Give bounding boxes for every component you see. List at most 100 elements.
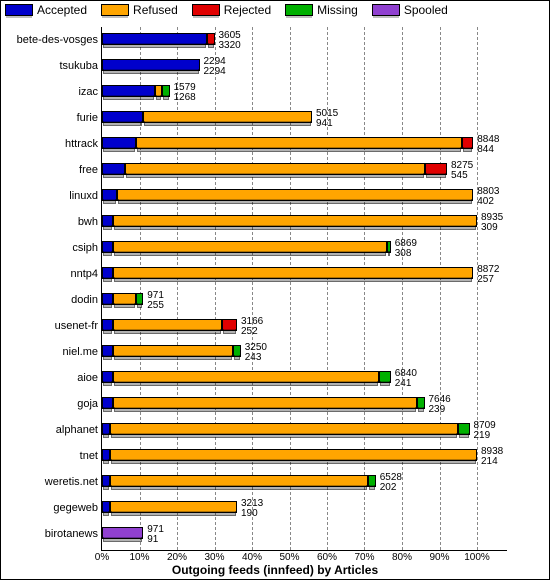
bar-segment [207, 33, 215, 45]
bar-stack [102, 423, 507, 435]
gridline [177, 27, 178, 550]
bar-segment [458, 423, 469, 435]
bar-segment [102, 163, 125, 175]
chart-container: AcceptedRefusedRejectedMissingSpooled 0%… [0, 0, 550, 580]
legend-label: Spooled [404, 3, 448, 17]
row-label: gegeweb [2, 502, 98, 514]
row-label: birotanews [2, 528, 98, 540]
row-label: izac [2, 86, 98, 98]
value-bottom: 239 [429, 405, 451, 415]
legend-swatch [192, 4, 220, 16]
bar-segment [462, 137, 473, 149]
gridline [290, 27, 291, 550]
value-labels: 15791268 [173, 83, 195, 103]
bar-segment [143, 111, 312, 123]
bar-segment [102, 85, 155, 97]
value-bottom: 190 [241, 509, 263, 519]
bar-segment [102, 423, 110, 435]
bar-segment [102, 449, 110, 461]
bar-stack [102, 137, 507, 149]
bar-segment [102, 319, 113, 331]
value-bottom: 545 [451, 171, 473, 181]
legend-item: Refused [101, 3, 178, 17]
bar-segment [102, 189, 117, 201]
x-tick-label: 100% [464, 552, 490, 563]
bar-segment [110, 423, 459, 435]
gridlines [102, 27, 507, 550]
x-tick-label: 40% [242, 552, 262, 563]
plot-area: 0%10%20%30%40%50%60%70%80%90%100% bete-d… [101, 27, 507, 551]
chart-row: gegeweb3213190 [102, 499, 507, 519]
bar-segment [387, 241, 391, 253]
bar-segment [110, 449, 478, 461]
row-label: aioe [2, 372, 98, 384]
gridline [440, 27, 441, 550]
row-label: dodin [2, 294, 98, 306]
bar-stack [102, 449, 507, 461]
x-tick-label: 90% [429, 552, 449, 563]
chart-row: izac15791268 [102, 83, 507, 103]
bar-segment [102, 371, 113, 383]
value-labels: 8872257 [477, 265, 499, 285]
bar-segment [417, 397, 425, 409]
x-tick-label: 0% [95, 552, 109, 563]
chart-row: usenet-fr3166252 [102, 317, 507, 337]
x-axis-ticks: 0%10%20%30%40%50%60%70%80%90%100% [102, 550, 507, 564]
value-labels: 6840241 [395, 369, 417, 389]
value-bottom: 252 [241, 327, 263, 337]
bar-segment [113, 371, 379, 383]
value-bottom: 3320 [219, 41, 241, 51]
legend-item: Rejected [192, 3, 271, 17]
value-labels: 3213190 [241, 499, 263, 519]
gridline [327, 27, 328, 550]
bar-segment [125, 163, 425, 175]
legend-item: Spooled [372, 3, 448, 17]
bar-segment [162, 85, 170, 97]
bar-segment [102, 33, 207, 45]
value-bottom: 91 [147, 535, 164, 545]
bar-segment [102, 215, 113, 227]
legend-swatch [101, 4, 129, 16]
value-bottom: 844 [477, 145, 499, 155]
gridline [477, 27, 478, 550]
chart-row: nntp48872257 [102, 265, 507, 285]
bar-stack [102, 501, 507, 513]
value-bottom: 202 [380, 483, 402, 493]
legend: AcceptedRefusedRejectedMissingSpooled [5, 3, 545, 17]
value-bottom: 255 [147, 301, 164, 311]
chart-row: niel.me3250243 [102, 343, 507, 363]
value-labels: 5015941 [316, 109, 338, 129]
bar-segment [102, 293, 113, 305]
value-bottom: 402 [477, 197, 499, 207]
chart-row: birotanews97191 [102, 525, 507, 545]
chart-row: bete-des-vosges36053320 [102, 31, 507, 51]
legend-swatch [285, 4, 313, 16]
row-label: usenet-fr [2, 320, 98, 332]
legend-label: Rejected [224, 3, 271, 17]
value-labels: 3166252 [241, 317, 263, 337]
legend-label: Accepted [37, 3, 87, 17]
bar-segment [368, 475, 376, 487]
chart-row: weretis.net6528202 [102, 473, 507, 493]
bar-segment [110, 501, 238, 513]
bar-stack [102, 371, 507, 383]
x-tick-label: 30% [204, 552, 224, 563]
legend-label: Refused [133, 3, 178, 17]
row-label: linuxd [2, 190, 98, 202]
bar-segment [379, 371, 390, 383]
chart-row: furie5015941 [102, 109, 507, 129]
value-bottom: 941 [316, 119, 338, 129]
value-labels: 6869308 [395, 239, 417, 259]
x-tick-label: 20% [167, 552, 187, 563]
bar-stack [102, 33, 507, 45]
value-labels: 36053320 [219, 31, 241, 51]
x-tick-label: 10% [129, 552, 149, 563]
bar-stack [102, 319, 507, 331]
legend-item: Accepted [5, 3, 87, 17]
bar-stack [102, 111, 507, 123]
bar-stack [102, 189, 507, 201]
bar-stack [102, 475, 507, 487]
value-labels: 8803402 [477, 187, 499, 207]
bar-segment [102, 59, 200, 71]
chart-row: httrack8848844 [102, 135, 507, 155]
